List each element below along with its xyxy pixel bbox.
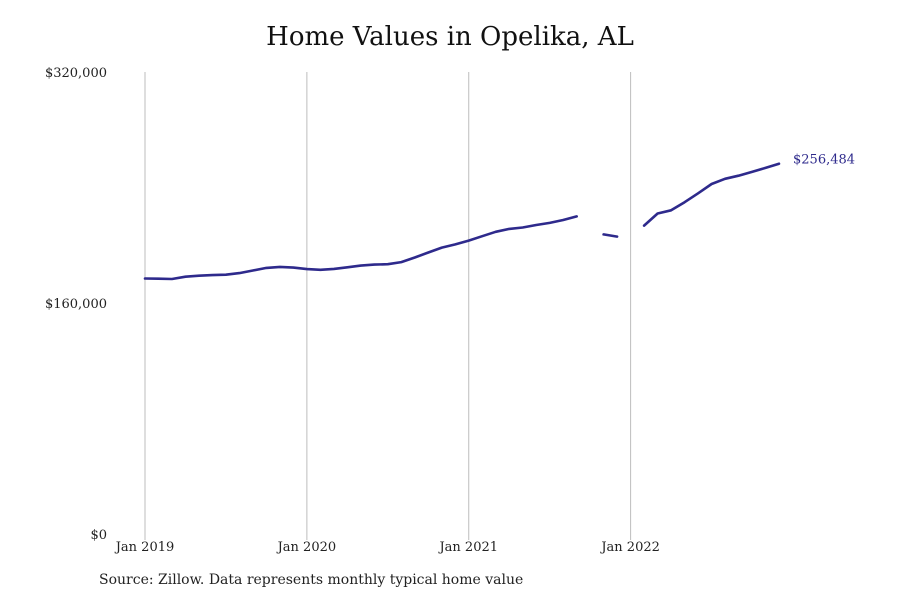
- end-value-label: $256,484: [793, 153, 855, 168]
- series-line: [143, 162, 781, 281]
- x-tick-label: Jan 2020: [276, 540, 337, 555]
- series-line-segment: [143, 215, 579, 281]
- y-tick-label: $160,000: [45, 297, 107, 312]
- series-line-segment: [602, 233, 619, 238]
- gridlines: [144, 72, 632, 540]
- source-note: Source: Zillow. Data represents monthly …: [99, 572, 524, 588]
- chart-title: Home Values in Opelika, AL: [266, 22, 634, 52]
- y-axis-tick-labels: $0 $160,000 $320,000: [45, 66, 107, 543]
- y-tick-label: $320,000: [45, 66, 107, 81]
- x-tick-label: Jan 2021: [437, 540, 498, 555]
- data-labels: $256,484: [793, 153, 855, 168]
- y-tick-label: $0: [90, 528, 107, 543]
- x-tick-label: Jan 2022: [599, 540, 660, 555]
- x-axis-tick-labels: Jan 2019 Jan 2020 Jan 2021 Jan 2022: [114, 540, 660, 555]
- x-tick-label: Jan 2019: [114, 540, 175, 555]
- series-line-segment: [642, 162, 781, 227]
